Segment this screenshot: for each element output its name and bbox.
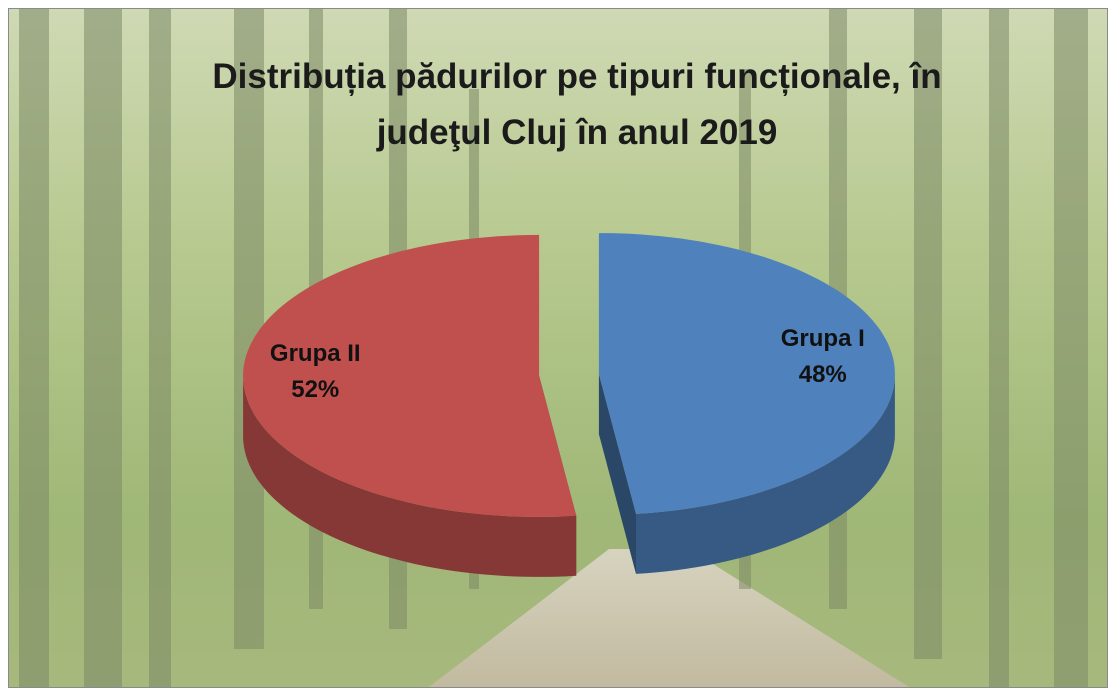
value-label: 48% <box>799 361 847 388</box>
page: Grupa I 48% Grupa II 52% Distribuția păduri… <box>0 0 1116 695</box>
slice-label: Grupa I <box>781 325 865 352</box>
chart-frame: Grupa I 48% Grupa II 52% Distribuția păduri… <box>8 8 1108 688</box>
slice-label: Grupa II <box>270 340 361 367</box>
value-label: 52% <box>291 376 339 403</box>
chart-title: Distribuția pădurilor pe tipuri funcțion… <box>159 49 995 161</box>
